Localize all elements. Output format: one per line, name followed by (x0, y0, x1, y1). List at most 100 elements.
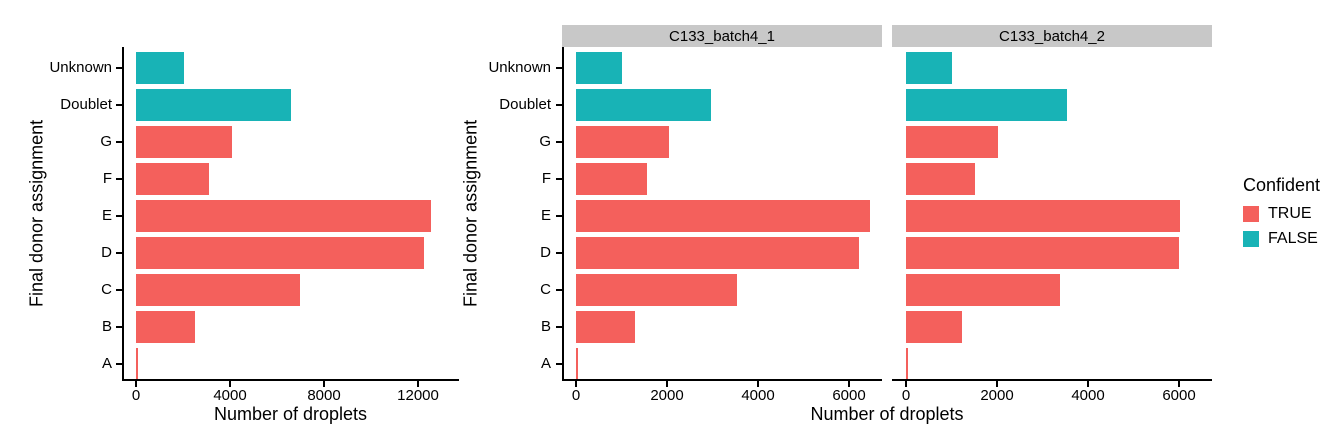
bar-C133_batch4_2-G (906, 126, 998, 158)
bar-overall-G (136, 126, 232, 158)
category-label-Doublet: Doublet (60, 96, 112, 113)
y-tickmark-A (116, 363, 122, 365)
bar-C133_batch4_2-C (906, 274, 1060, 306)
category-label-E: E (540, 207, 551, 224)
bar-C133_batch4_1-E (576, 200, 870, 232)
x-tickmark-12000 (417, 381, 419, 387)
x-tickmark-2000 (666, 381, 668, 387)
y-tickmark-B (556, 326, 562, 328)
legend-item-true: TRUE (1243, 205, 1320, 223)
y-tickmark-Doublet (556, 104, 562, 106)
bar-C133_batch4_1-A (576, 348, 578, 380)
x-tickmark-2000 (996, 381, 998, 387)
x-axis-title-overall: Number of droplets (213, 404, 368, 424)
legend-swatch-true (1243, 206, 1259, 222)
bar-C133_batch4_1-B (576, 311, 635, 343)
bar-C133_batch4_1-F (576, 163, 647, 195)
category-label-B: B (101, 318, 112, 335)
x-ticklabel-12000: 12000 (397, 387, 439, 404)
category-label-D: D (101, 244, 112, 261)
category-label-C: C (540, 281, 551, 298)
x-tickmark-0 (905, 381, 907, 387)
bar-C133_batch4_1-G (576, 126, 669, 158)
category-label-Doublet: Doublet (499, 96, 551, 113)
x-ticklabel-8000: 8000 (307, 387, 341, 404)
bar-C133_batch4_2-F (906, 163, 975, 195)
legend-items: TRUE FALSE (1243, 205, 1320, 248)
bar-overall-E (136, 200, 431, 232)
category-label-D: D (540, 244, 551, 261)
bar-overall-Unknown (136, 52, 184, 84)
y-tickmark-B (116, 326, 122, 328)
bar-overall-Doublet (136, 89, 291, 121)
bar-overall-A (136, 348, 138, 380)
bar-C133_batch4_2-B (906, 311, 962, 343)
x-tickmark-6000 (848, 381, 850, 387)
y-tickmark-E (556, 215, 562, 217)
x-axis-line (562, 379, 882, 381)
category-label-F: F (541, 170, 551, 187)
bar-overall-D (136, 237, 424, 269)
y-tickmark-A (556, 363, 562, 365)
x-tickmark-4000 (229, 381, 231, 387)
bar-C133_batch4_1-D (576, 237, 859, 269)
x-tickmark-8000 (323, 381, 325, 387)
legend-item-false: FALSE (1243, 230, 1320, 248)
x-ticklabel-0: 0 (571, 387, 581, 404)
x-ticklabel-0: 0 (131, 387, 141, 404)
category-label-Unknown: Unknown (488, 59, 551, 76)
category-label-G: G (539, 133, 551, 150)
bar-C133_batch4_1-Unknown (576, 52, 622, 84)
x-tickmark-0 (575, 381, 577, 387)
legend: Confident TRUE FALSE (1243, 175, 1320, 255)
facet-strip-C133_batch4_2: C133_batch4_2 (892, 25, 1212, 47)
legend-label-true: TRUE (1268, 205, 1312, 222)
x-ticklabel-6000: 6000 (1162, 387, 1196, 404)
x-ticklabel-4000: 4000 (741, 387, 775, 404)
category-label-E: E (101, 207, 112, 224)
y-tickmark-F (116, 178, 122, 180)
bar-C133_batch4_2-Doublet (906, 89, 1067, 121)
bar-overall-F (136, 163, 209, 195)
category-label-A: A (540, 355, 551, 372)
y-tickmark-C (116, 289, 122, 291)
legend-swatch-false (1243, 231, 1259, 247)
category-label-Unknown: Unknown (49, 59, 112, 76)
x-ticklabel-6000: 6000 (832, 387, 866, 404)
facet-strip-C133_batch4_1: C133_batch4_1 (562, 25, 882, 47)
x-ticklabel-2000: 2000 (650, 387, 684, 404)
y-tickmark-E (116, 215, 122, 217)
category-label-A: A (101, 355, 112, 372)
x-tickmark-6000 (1178, 381, 1180, 387)
category-label-B: B (540, 318, 551, 335)
y-tickmark-D (556, 252, 562, 254)
y-tickmark-F (556, 178, 562, 180)
y-tickmark-G (556, 141, 562, 143)
x-ticklabel-2000: 2000 (980, 387, 1014, 404)
bar-overall-C (136, 274, 300, 306)
x-tickmark-0 (135, 381, 137, 387)
y-tickmark-Doublet (116, 104, 122, 106)
legend-title: Confident (1243, 175, 1321, 195)
category-label-G: G (100, 133, 112, 150)
bar-C133_batch4_2-D (906, 237, 1179, 269)
y-tickmark-Unknown (556, 67, 562, 69)
y-axis-line (122, 47, 124, 381)
x-axis-line (892, 379, 1212, 381)
y-tickmark-Unknown (116, 67, 122, 69)
bar-C133_batch4_2-A (906, 348, 908, 380)
legend-label-false: FALSE (1268, 230, 1318, 247)
category-label-F: F (102, 170, 112, 187)
bar-overall-B (136, 311, 195, 343)
x-tickmark-4000 (757, 381, 759, 387)
x-axis-line (122, 379, 459, 381)
bar-C133_batch4_1-Doublet (576, 89, 711, 121)
y-tickmark-C (556, 289, 562, 291)
bar-C133_batch4_2-Unknown (906, 52, 952, 84)
y-axis-line (562, 47, 564, 381)
y-tickmark-D (116, 252, 122, 254)
bar-C133_batch4_1-C (576, 274, 737, 306)
y-tickmark-G (116, 141, 122, 143)
category-label-C: C (101, 281, 112, 298)
